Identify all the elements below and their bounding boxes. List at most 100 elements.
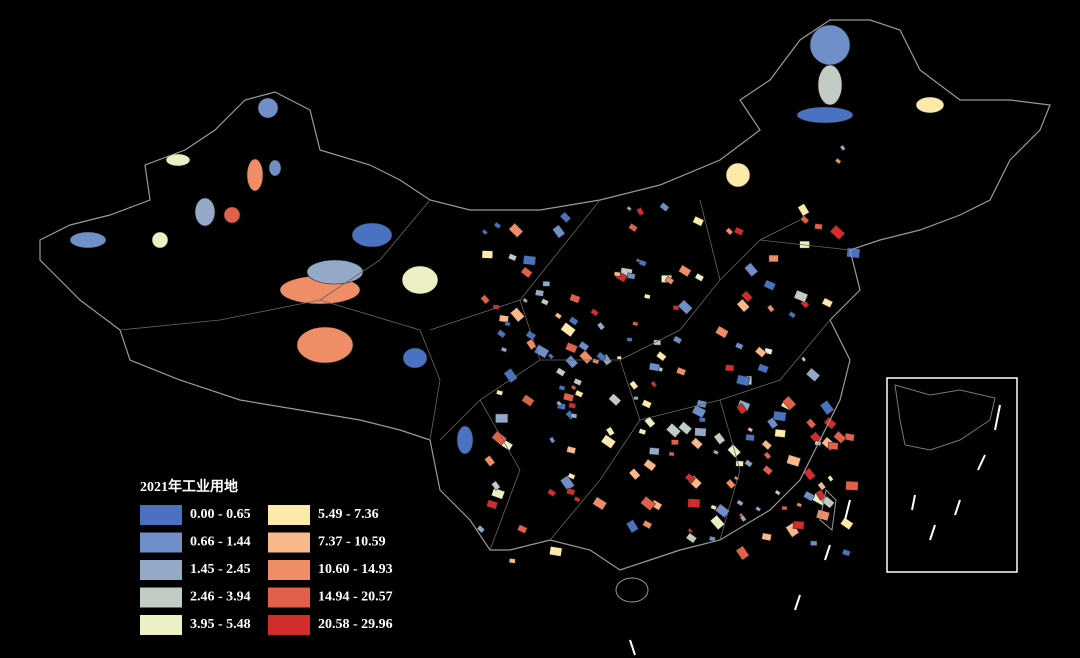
- legend-label: 7.37 - 10.59: [318, 535, 386, 550]
- region: [641, 399, 653, 409]
- region: [834, 157, 842, 165]
- region: [747, 426, 754, 433]
- region: [296, 326, 354, 364]
- region: [672, 305, 680, 311]
- region: [774, 428, 787, 438]
- region: [744, 459, 754, 468]
- region: [151, 231, 169, 249]
- region: [534, 289, 545, 297]
- region: [844, 432, 855, 442]
- region: [608, 393, 622, 407]
- region: [799, 215, 810, 225]
- region: [829, 224, 846, 241]
- region: [648, 447, 660, 456]
- region: [827, 474, 834, 483]
- region: [672, 335, 683, 345]
- region: [739, 514, 747, 523]
- taiwan-outline: [819, 488, 837, 531]
- region: [555, 400, 563, 407]
- region: [525, 330, 537, 341]
- region: [754, 505, 762, 512]
- region: [490, 487, 506, 500]
- region: [709, 514, 726, 531]
- region: [590, 308, 600, 317]
- region: [559, 211, 572, 224]
- legend-label: 5.49 - 7.36: [318, 507, 379, 522]
- legend-swatch: [140, 615, 182, 635]
- region: [809, 24, 851, 66]
- region: [699, 417, 706, 423]
- region: [626, 205, 633, 212]
- region: [600, 434, 617, 450]
- region: [520, 266, 533, 279]
- region: [805, 418, 817, 430]
- region: [542, 281, 551, 287]
- region: [632, 320, 639, 327]
- region: [793, 289, 809, 303]
- region: [503, 367, 519, 384]
- region: [761, 532, 772, 542]
- region: [763, 451, 772, 460]
- region: [508, 558, 516, 564]
- region: [675, 366, 687, 377]
- region: [69, 231, 107, 249]
- legend-label: 10.60 - 14.93: [318, 562, 393, 577]
- region: [558, 384, 566, 391]
- region: [734, 342, 744, 350]
- region: [687, 498, 701, 509]
- region: [653, 339, 661, 346]
- region: [757, 363, 770, 374]
- region: [568, 316, 579, 326]
- region: [496, 329, 507, 339]
- region: [714, 325, 730, 339]
- region: [733, 226, 745, 236]
- region: [827, 441, 839, 450]
- regions: [69, 24, 945, 564]
- region: [498, 314, 510, 323]
- region: [833, 430, 847, 444]
- region: [626, 337, 633, 342]
- region: [642, 519, 653, 530]
- region: [481, 250, 494, 259]
- region: [476, 524, 486, 534]
- region: [486, 499, 499, 510]
- region: [574, 389, 584, 398]
- region: [402, 347, 428, 369]
- region: [628, 222, 639, 233]
- region: [568, 402, 577, 409]
- region: [648, 362, 661, 372]
- region: [257, 97, 279, 119]
- province-borders: [119, 199, 851, 551]
- legend-label: 2.46 - 3.94: [190, 590, 251, 605]
- region: [768, 254, 779, 263]
- region: [547, 352, 555, 360]
- region: [823, 416, 837, 430]
- region: [628, 380, 639, 391]
- region: [522, 297, 529, 304]
- region: [560, 321, 577, 338]
- region: [817, 64, 843, 106]
- region: [762, 464, 774, 476]
- region: [564, 341, 578, 354]
- region: [552, 224, 566, 239]
- region: [687, 527, 694, 534]
- region: [625, 519, 639, 534]
- hainan-outline: [615, 577, 649, 603]
- region: [549, 546, 563, 557]
- region: [351, 222, 393, 248]
- region: [772, 410, 787, 422]
- region: [573, 377, 583, 387]
- region: [493, 221, 502, 230]
- region: [782, 395, 797, 411]
- region: [796, 502, 803, 508]
- region: [817, 481, 827, 491]
- legend-label: 3.95 - 5.48: [190, 617, 251, 632]
- region: [401, 265, 439, 295]
- region: [521, 394, 535, 407]
- region: [547, 488, 557, 497]
- legend-swatch: [268, 505, 310, 525]
- region: [845, 480, 859, 491]
- region: [668, 451, 675, 457]
- region: [664, 275, 675, 285]
